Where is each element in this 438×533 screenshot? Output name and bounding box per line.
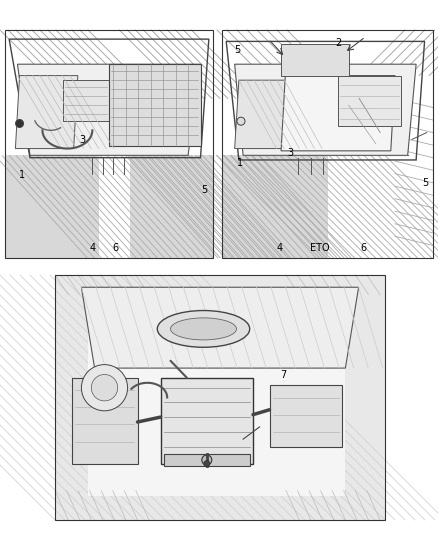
Polygon shape <box>81 287 359 368</box>
Text: 2: 2 <box>335 38 341 48</box>
Bar <box>164 454 250 466</box>
Text: 5: 5 <box>234 45 240 55</box>
Text: 4: 4 <box>277 243 283 253</box>
Ellipse shape <box>157 311 250 348</box>
Bar <box>222 30 433 258</box>
Text: 3: 3 <box>287 148 293 158</box>
Text: 1: 1 <box>237 158 243 168</box>
Circle shape <box>16 119 24 127</box>
Circle shape <box>91 375 118 401</box>
Bar <box>88 295 346 496</box>
Bar <box>55 275 385 520</box>
Circle shape <box>237 117 245 125</box>
Text: 5: 5 <box>201 185 207 195</box>
Text: 5: 5 <box>422 178 428 188</box>
Circle shape <box>81 365 127 411</box>
Text: 1: 1 <box>19 170 25 180</box>
Polygon shape <box>235 64 416 156</box>
Bar <box>5 30 213 258</box>
Circle shape <box>202 455 212 465</box>
Bar <box>222 156 328 258</box>
Text: 6: 6 <box>360 243 366 253</box>
Circle shape <box>204 461 210 467</box>
Ellipse shape <box>170 318 237 340</box>
Bar <box>281 44 349 76</box>
Bar <box>130 156 213 258</box>
Polygon shape <box>235 80 296 149</box>
Bar <box>5 30 213 258</box>
Bar <box>71 378 138 464</box>
Bar <box>5 156 99 258</box>
Bar <box>63 80 109 121</box>
Bar <box>109 64 201 146</box>
Bar <box>269 385 342 447</box>
Text: 7: 7 <box>280 370 286 380</box>
Bar <box>161 378 253 464</box>
Bar <box>338 76 401 126</box>
Bar <box>55 275 385 520</box>
Text: 4: 4 <box>90 243 96 253</box>
Polygon shape <box>281 76 395 151</box>
Text: 6: 6 <box>112 243 118 253</box>
Polygon shape <box>18 64 201 156</box>
Text: 3: 3 <box>79 135 85 145</box>
Bar <box>222 30 433 258</box>
Polygon shape <box>15 76 78 149</box>
Text: ETO: ETO <box>310 243 330 253</box>
Bar <box>55 275 385 520</box>
